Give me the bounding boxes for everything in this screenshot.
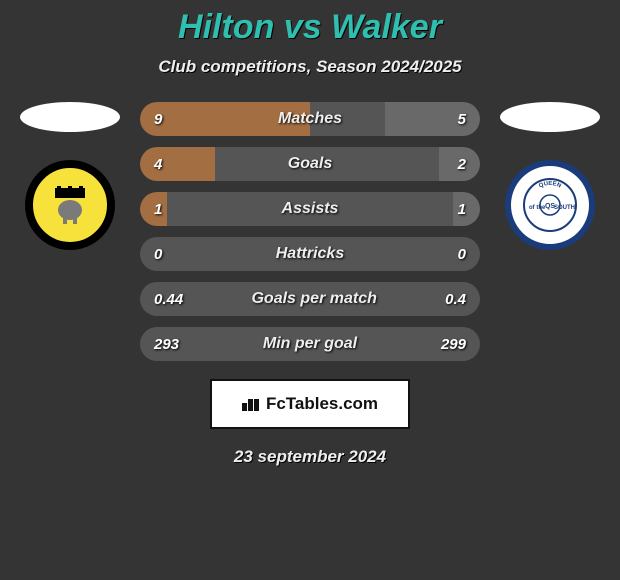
- stat-row: 293 Min per goal 299: [140, 327, 480, 361]
- stat-content: 9 Matches 5: [140, 102, 480, 136]
- page-subtitle: Club competitions, Season 2024/2025: [158, 57, 461, 77]
- fctables-link[interactable]: FcTables.com: [210, 379, 410, 429]
- stat-right-value: 0: [458, 246, 466, 263]
- right-team-crest: QUEEN of the SOUTH QS: [505, 160, 595, 250]
- stat-right-value: 1: [458, 201, 466, 218]
- svg-text:QUEEN: QUEEN: [538, 181, 562, 190]
- stat-left-value: 0.44: [154, 291, 183, 308]
- stat-content: 0 Hattricks 0: [140, 237, 480, 271]
- stat-label: Hattricks: [276, 245, 344, 263]
- stat-row: 9 Matches 5: [140, 102, 480, 136]
- stat-content: 293 Min per goal 299: [140, 327, 480, 361]
- stat-left-value: 1: [154, 201, 162, 218]
- stat-right-value: 0.4: [445, 291, 466, 308]
- date-label: 23 september 2024: [234, 447, 386, 467]
- stat-right-value: 299: [441, 336, 466, 353]
- stat-right-value: 5: [458, 111, 466, 128]
- stat-row: 0.44 Goals per match 0.4: [140, 282, 480, 316]
- logo-text: FcTables.com: [266, 394, 378, 414]
- dumbarton-crest-icon: [45, 180, 95, 230]
- stats-list: 9Matches54Goals21Assists10Hattricks00.44…: [140, 102, 480, 361]
- barchart-icon: [242, 397, 260, 411]
- stat-content: 1 Assists 1: [140, 192, 480, 226]
- main-content: 9Matches54Goals21Assists10Hattricks00.44…: [0, 102, 620, 361]
- comparison-card: Hilton vs Walker Club competitions, Seas…: [0, 0, 620, 580]
- left-side: [10, 102, 130, 250]
- right-side: QUEEN of the SOUTH QS: [490, 102, 610, 250]
- stat-content: 0.44 Goals per match 0.4: [140, 282, 480, 316]
- page-title: Hilton vs Walker: [178, 8, 442, 47]
- left-team-crest: [25, 160, 115, 250]
- left-player-placeholder: [20, 102, 120, 132]
- stat-label: Goals: [288, 155, 332, 173]
- stat-row: 1 Assists 1: [140, 192, 480, 226]
- stat-label: Matches: [278, 110, 342, 128]
- stat-right-value: 2: [458, 156, 466, 173]
- stat-row: 4 Goals 2: [140, 147, 480, 181]
- stat-left-value: 9: [154, 111, 162, 128]
- stat-label: Goals per match: [251, 290, 376, 308]
- stat-row: 0 Hattricks 0: [140, 237, 480, 271]
- stat-content: 4 Goals 2: [140, 147, 480, 181]
- qos-crest-icon: QUEEN of the SOUTH QS: [520, 175, 580, 235]
- stat-label: Assists: [282, 200, 339, 218]
- stat-left-value: 0: [154, 246, 162, 263]
- svg-text:SOUTH: SOUTH: [554, 205, 575, 211]
- svg-text:of the: of the: [529, 205, 546, 211]
- right-player-placeholder: [500, 102, 600, 132]
- stat-label: Min per goal: [263, 335, 357, 353]
- stat-left-value: 293: [154, 336, 179, 353]
- stat-left-value: 4: [154, 156, 162, 173]
- svg-text:QS: QS: [545, 203, 555, 210]
